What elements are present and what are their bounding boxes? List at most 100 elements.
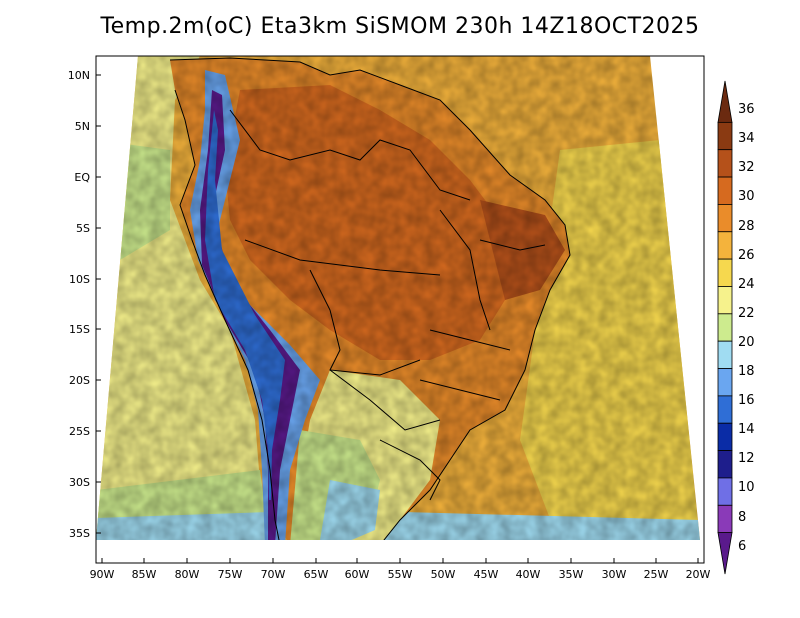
- colorbar-label: 6: [738, 539, 746, 554]
- colorbar-swatch: [717, 204, 733, 233]
- lon-label: 40W: [516, 568, 541, 581]
- lat-label: 5N: [75, 120, 90, 133]
- lon-tick: 60W: [345, 558, 370, 581]
- map-title: Temp.2m(oC) Eta3km SiSMOM 230h 14Z18OCT2…: [100, 14, 700, 39]
- lat-tick: 15S: [69, 323, 101, 336]
- colorbar-swatch: [717, 422, 733, 451]
- colorbar-label: 10: [738, 480, 755, 495]
- colorbar-label: 28: [738, 219, 755, 234]
- lon-tick: 80W: [175, 558, 200, 581]
- lon-label: 45W: [474, 568, 499, 581]
- lat-tick: 5S: [76, 222, 101, 235]
- lat-label: 25S: [69, 425, 90, 438]
- colorbar-swatches: [717, 80, 733, 575]
- lat-tick: 30S: [69, 476, 101, 489]
- colorbar-label: 30: [738, 189, 755, 204]
- pacific-coastline: [174, 89, 281, 540]
- lat-tick: 25S: [69, 425, 101, 438]
- colorbar-label: 14: [738, 422, 755, 437]
- lon-label: 20W: [686, 568, 711, 581]
- lat-tick: 10S: [69, 273, 101, 286]
- colorbar-label: 34: [738, 131, 755, 146]
- lon-tick: 65W: [304, 558, 329, 581]
- lat-label: 35S: [69, 527, 90, 540]
- lon-label: 25W: [644, 568, 669, 581]
- lon-label: 85W: [132, 568, 157, 581]
- lon-tick: 55W: [388, 558, 413, 581]
- colorbar-swatch: [717, 121, 733, 151]
- lon-label: 35W: [559, 568, 584, 581]
- colorbar-label: 24: [738, 277, 755, 292]
- lon-tick: 85W: [132, 558, 157, 581]
- colorbar-swatch: [717, 258, 733, 287]
- colorbar-label: 8: [738, 510, 746, 525]
- lon-label: 65W: [304, 568, 329, 581]
- colorbar-label: 22: [738, 306, 755, 321]
- lon-tick: 45W: [474, 558, 499, 581]
- lon-label: 30W: [602, 568, 627, 581]
- colorbar: 36 34 32 30 28 26 24 22 20 18 16 14 12 1…: [717, 80, 755, 575]
- colorbar-swatch: [717, 368, 733, 397]
- temperature-field: [96, 56, 700, 540]
- lon-tick: 30W: [602, 558, 627, 581]
- border-uruguay: [379, 439, 441, 501]
- lat-tick: 5N: [75, 120, 101, 133]
- border-state-4: [419, 379, 501, 401]
- lat-tick: 10N: [68, 69, 101, 82]
- lon-tick: 70W: [261, 558, 286, 581]
- colorbar-label: 26: [738, 248, 755, 263]
- border-amazon-north: [229, 109, 471, 201]
- colorbar-labels: 36 34 32 30 28 26 24 22 20 18 16 14 12 1…: [738, 102, 755, 554]
- lon-axis: 90W 85W 80W 75W 70W 65W 60W 55W 50W 45W …: [90, 558, 711, 581]
- border-state-3: [429, 329, 511, 351]
- lat-label: 10S: [69, 273, 90, 286]
- colorbar-swatch: [717, 504, 733, 534]
- country-borders: [229, 109, 546, 501]
- field-texture: [96, 56, 700, 540]
- atlantic-coastline: [169, 57, 571, 540]
- border-paraguay: [329, 369, 441, 431]
- lon-tick: 90W: [90, 558, 115, 581]
- lon-label: 80W: [175, 568, 200, 581]
- lon-tick: 75W: [218, 558, 243, 581]
- colorbar-label: 32: [738, 160, 755, 175]
- colorbar-swatch: [717, 313, 733, 342]
- lat-axis: 10N 5N EQ 5S 10S 15S 20S 25S 30S 35S: [68, 69, 101, 540]
- border-state-2: [479, 239, 546, 251]
- colorbar-label: 18: [738, 364, 755, 379]
- colorbar-swatch: [717, 286, 733, 315]
- lat-label: EQ: [74, 171, 90, 184]
- border-bolivia: [309, 269, 421, 376]
- lon-tick: 40W: [516, 558, 541, 581]
- lat-tick: EQ: [74, 171, 101, 184]
- lon-label: 50W: [431, 568, 456, 581]
- colorbar-swatch: [717, 340, 733, 369]
- lon-label: 75W: [218, 568, 243, 581]
- lon-label: 60W: [345, 568, 370, 581]
- colorbar-swatch: [717, 231, 733, 260]
- border-peru-brazil: [244, 239, 441, 276]
- colorbar-swatch: [717, 149, 733, 178]
- lat-label: 15S: [69, 323, 90, 336]
- lat-tick: 20S: [69, 374, 101, 387]
- lat-label: 10N: [68, 69, 90, 82]
- lon-tick: 25W: [644, 558, 669, 581]
- lon-label: 55W: [388, 568, 413, 581]
- colorbar-swatch: [717, 80, 733, 123]
- lat-label: 30S: [69, 476, 90, 489]
- colorbar-swatch: [717, 176, 733, 205]
- lon-tick: 35W: [559, 558, 584, 581]
- lon-tick: 20W: [686, 558, 711, 581]
- lon-label: 70W: [261, 568, 286, 581]
- colorbar-label: 36: [738, 102, 755, 117]
- colorbar-swatch: [717, 395, 733, 424]
- colorbar-label: 12: [738, 451, 755, 466]
- lat-label: 20S: [69, 374, 90, 387]
- colorbar-label: 16: [738, 393, 755, 408]
- lon-tick: 50W: [431, 558, 456, 581]
- colorbar-swatch: [717, 450, 733, 479]
- lon-label: 90W: [90, 568, 115, 581]
- colorbar-label: 20: [738, 335, 755, 350]
- colorbar-swatch: [717, 477, 733, 506]
